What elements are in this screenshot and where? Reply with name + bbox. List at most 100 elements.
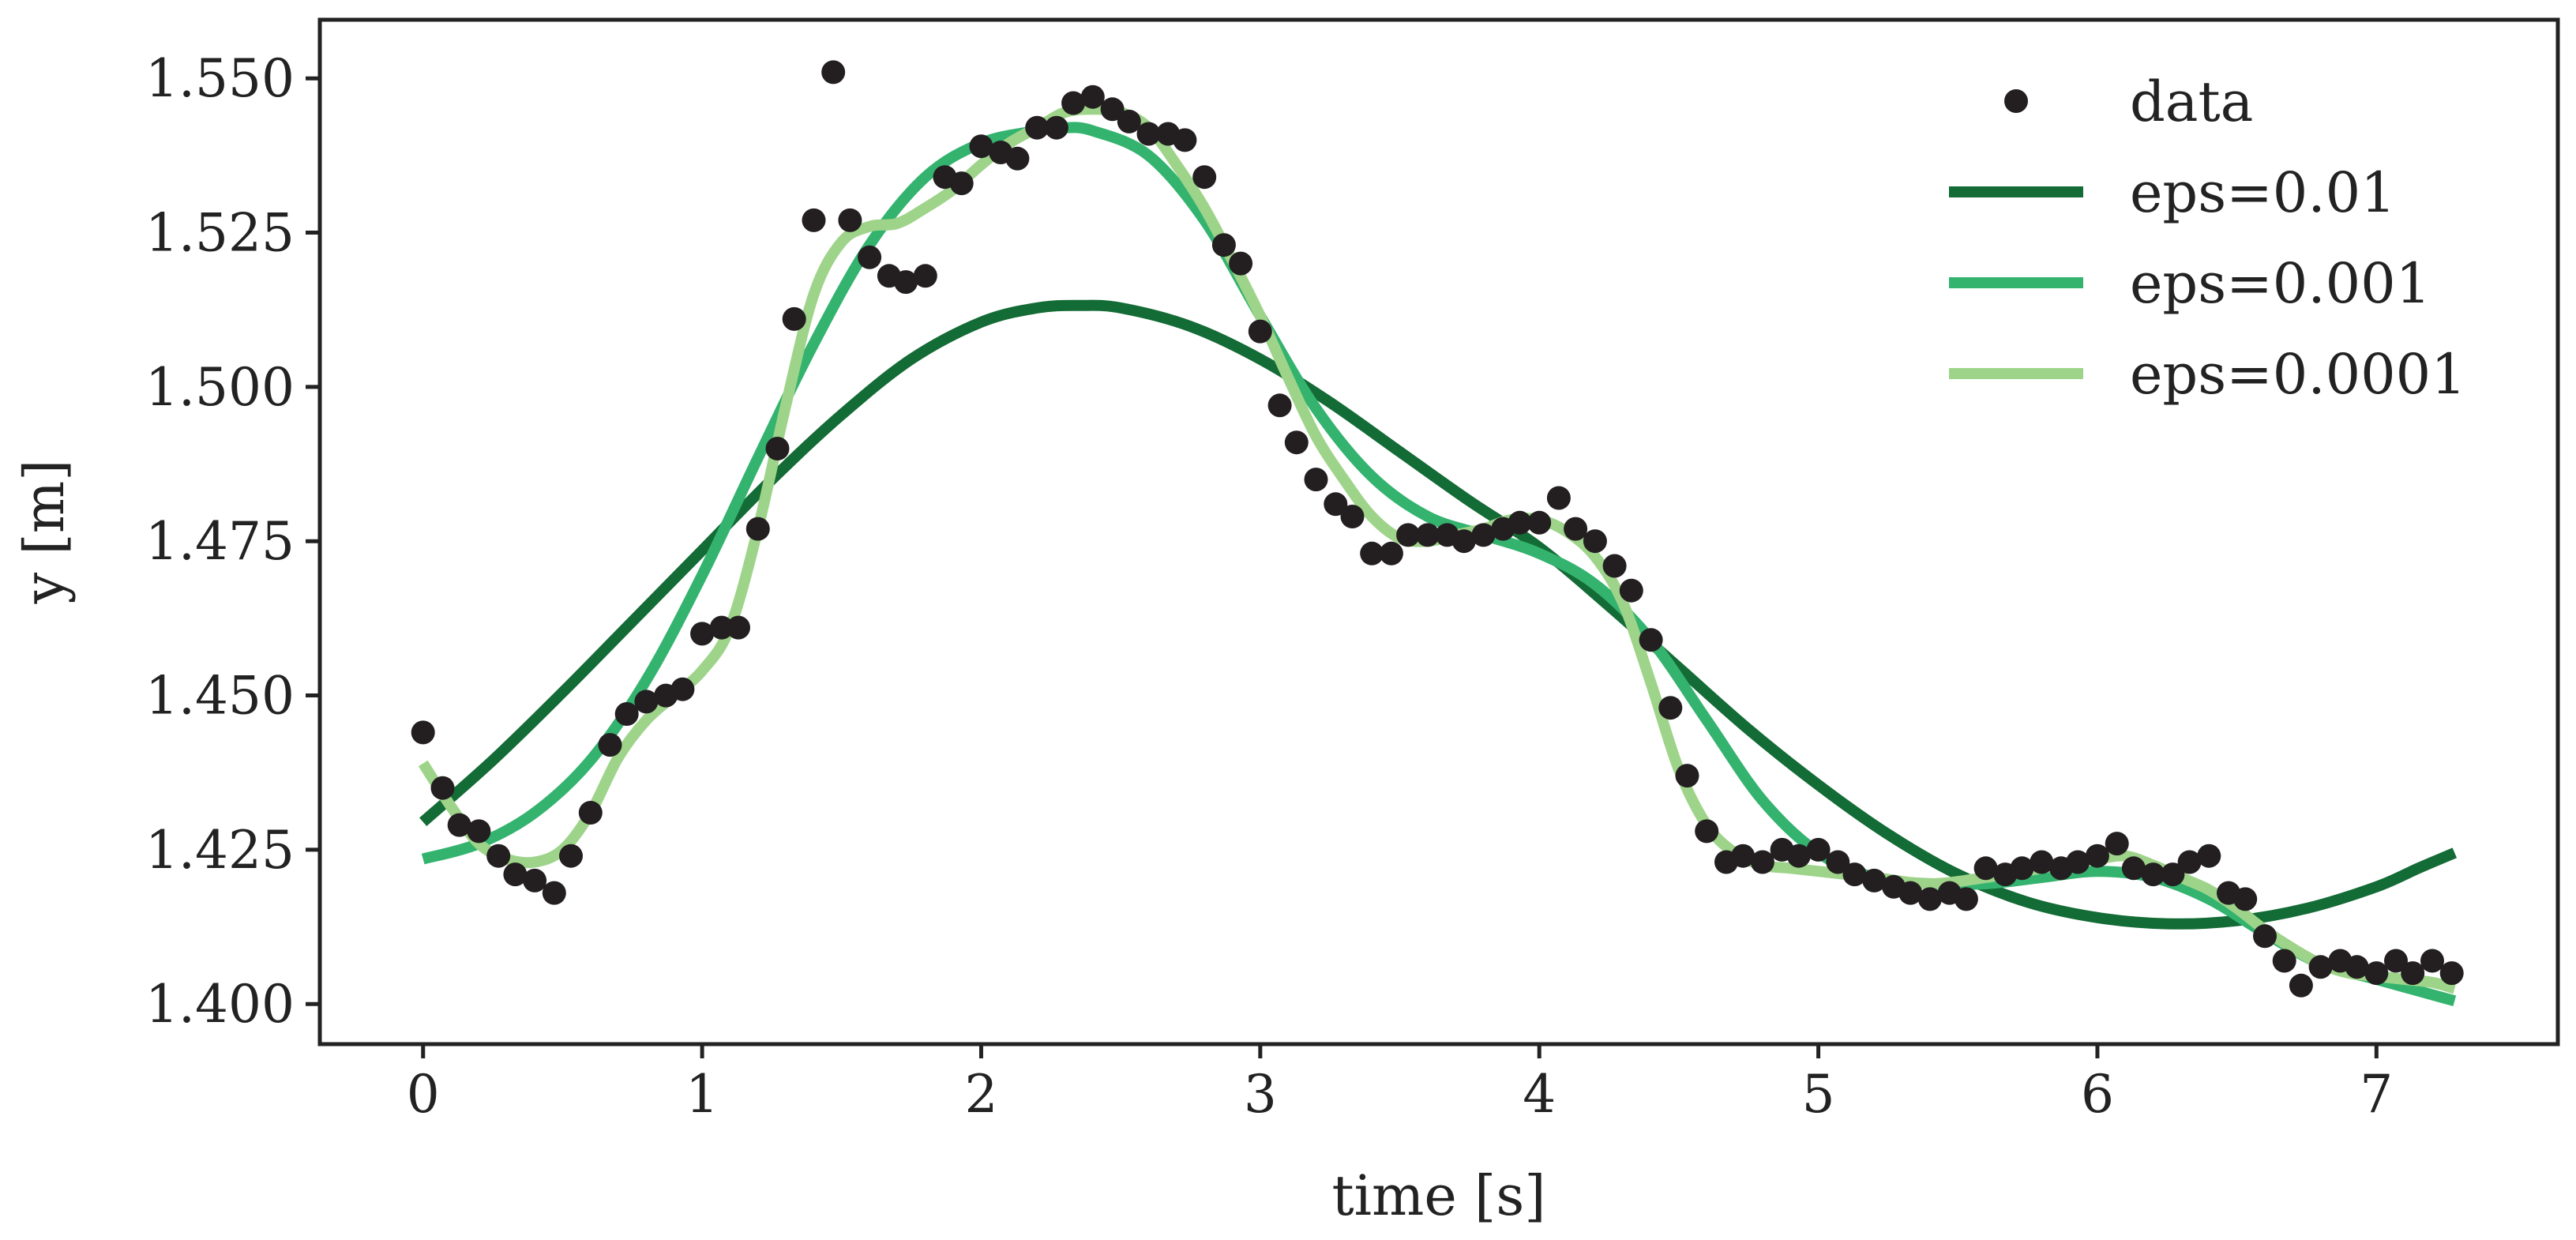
legend-label: eps=0.0001 bbox=[2130, 342, 2466, 407]
scatter-layer bbox=[411, 60, 2464, 998]
data-point bbox=[523, 868, 547, 892]
data-point bbox=[1471, 523, 1496, 547]
data-point bbox=[2141, 862, 2165, 887]
data-point bbox=[690, 622, 715, 646]
x-axis-label: time [s] bbox=[1331, 1163, 1545, 1228]
x-tick-label: 4 bbox=[1523, 1064, 1556, 1125]
data-point bbox=[2364, 961, 2389, 986]
data-point bbox=[1173, 128, 1197, 152]
data-point bbox=[447, 813, 471, 837]
legend-label: eps=0.01 bbox=[2130, 160, 2396, 225]
x-tick-label: 2 bbox=[964, 1064, 997, 1125]
y-tick-label: 1.500 bbox=[145, 357, 295, 418]
data-point bbox=[1192, 165, 1217, 190]
data-point bbox=[2253, 924, 2277, 949]
data-point bbox=[1360, 541, 1384, 566]
data-point bbox=[1583, 529, 1607, 554]
x-tick-label: 3 bbox=[1244, 1064, 1277, 1125]
data-point bbox=[2010, 856, 2034, 881]
y-axis-label: y [m] bbox=[12, 460, 77, 605]
data-point bbox=[765, 437, 790, 460]
x-tick-label: 1 bbox=[685, 1064, 719, 1125]
data-point bbox=[1080, 85, 1105, 109]
data-point bbox=[1675, 764, 1699, 788]
data-point bbox=[1324, 492, 1348, 517]
series-line-eps-0-0001 bbox=[418, 103, 2457, 994]
data-point bbox=[411, 720, 435, 745]
data-point bbox=[1546, 486, 1571, 510]
data-point bbox=[2384, 949, 2408, 973]
data-point bbox=[1284, 430, 1309, 455]
data-point bbox=[1005, 146, 1030, 171]
x-tick-label: 6 bbox=[2081, 1064, 2114, 1125]
data-point bbox=[1267, 393, 1292, 418]
data-point bbox=[1619, 578, 1643, 603]
data-point bbox=[1826, 850, 1850, 874]
data-point bbox=[2177, 850, 2202, 874]
data-point bbox=[578, 801, 603, 825]
data-point bbox=[1806, 837, 1831, 862]
y-tick-label: 1.550 bbox=[145, 48, 295, 109]
data-point bbox=[1044, 115, 1068, 140]
data-point bbox=[894, 270, 918, 295]
data-point bbox=[1564, 517, 1588, 541]
data-point bbox=[1415, 523, 1440, 547]
data-point bbox=[2161, 862, 2185, 887]
data-point bbox=[1304, 468, 1328, 492]
data-point bbox=[1527, 510, 1552, 535]
data-point bbox=[2121, 856, 2146, 881]
data-point bbox=[1061, 91, 1086, 115]
data-point bbox=[1100, 97, 1125, 122]
data-point bbox=[1917, 887, 1942, 911]
data-point bbox=[1658, 696, 1683, 720]
data-point bbox=[1695, 819, 1719, 844]
data-point bbox=[2439, 961, 2464, 986]
data-point bbox=[486, 844, 511, 868]
data-point bbox=[467, 819, 491, 844]
data-point bbox=[1862, 868, 1887, 892]
y-tick-label: 1.475 bbox=[145, 511, 295, 572]
ticks-layer: 0 1 2 3 4 5 6 7 1.400 1.425 1.450 1.475 1.500 1.525 1.… bbox=[145, 48, 2393, 1125]
data-point bbox=[430, 776, 455, 800]
y-tick-label: 1.400 bbox=[145, 974, 295, 1035]
x-tick-label: 5 bbox=[1802, 1064, 1835, 1125]
x-tick-label: 7 bbox=[2360, 1064, 2393, 1125]
plot-area-frame bbox=[317, 17, 2560, 1046]
data-point bbox=[2401, 961, 2425, 986]
data-point bbox=[1731, 844, 1756, 868]
legend: data eps=0.01 eps=0.001 eps=0.0001 bbox=[1949, 70, 2466, 407]
data-point bbox=[1786, 844, 1811, 868]
data-point bbox=[598, 733, 622, 757]
x-tick-label: 0 bbox=[407, 1064, 440, 1125]
data-point bbox=[949, 171, 974, 196]
data-point bbox=[634, 690, 659, 714]
data-point bbox=[913, 264, 937, 288]
data-point bbox=[782, 306, 806, 331]
data-point bbox=[1954, 887, 1978, 911]
data-point bbox=[745, 517, 770, 541]
data-point bbox=[727, 615, 750, 640]
series-line-eps-0-01 bbox=[419, 299, 2457, 930]
data-point bbox=[614, 702, 639, 726]
data-point bbox=[1973, 856, 1998, 881]
data-point bbox=[1248, 319, 1272, 344]
data-point bbox=[1898, 881, 1923, 905]
data-point bbox=[503, 862, 528, 887]
y-tick-label: 1.425 bbox=[145, 820, 295, 881]
data-point bbox=[1379, 541, 1403, 566]
data-point bbox=[969, 134, 993, 159]
data-point bbox=[1639, 628, 1663, 652]
data-point bbox=[858, 245, 882, 269]
data-point bbox=[559, 844, 583, 868]
data-point bbox=[2197, 844, 2221, 868]
data-point bbox=[1508, 510, 1532, 535]
data-point bbox=[2308, 955, 2333, 979]
data-point bbox=[1750, 850, 1774, 874]
data-point bbox=[838, 208, 862, 232]
data-point bbox=[2066, 850, 2090, 874]
data-point bbox=[2289, 973, 2313, 998]
data-point bbox=[670, 677, 695, 701]
data-point bbox=[2233, 887, 2258, 911]
data-point bbox=[1025, 115, 1050, 140]
y-tick-label: 1.450 bbox=[145, 666, 295, 727]
